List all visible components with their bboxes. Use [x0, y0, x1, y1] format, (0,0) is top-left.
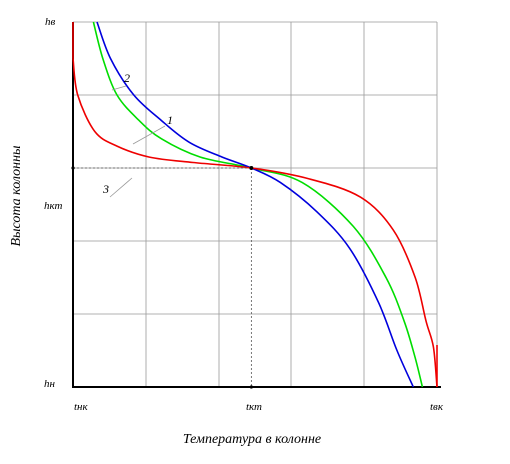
crossing-point: [249, 166, 254, 170]
curve-2-leader: [111, 85, 127, 91]
tkt-axis-dot: [249, 385, 253, 389]
y-tick-bottom: hн: [44, 378, 56, 390]
x-tick-middle: tкт: [246, 401, 262, 413]
y-axis-label: Высота колонны: [9, 146, 24, 247]
curve-1-leader: [132, 125, 166, 145]
x-axis-label: Температура в колонне: [183, 432, 321, 447]
curve-2: [96, 21, 415, 388]
hkt-axis-dot: [71, 166, 75, 170]
curve-label-1: 1: [167, 113, 173, 127]
y-tick-middle: hкт: [44, 200, 63, 212]
curve-label-3: 3: [102, 182, 109, 196]
x-tick-right: tвк: [430, 401, 444, 413]
y-tick-top: hв: [45, 16, 56, 28]
curve-label-2: 2: [124, 71, 130, 85]
curve-1: [92, 21, 424, 388]
x-tick-left: tнк: [74, 401, 89, 413]
plot-axes: [72, 22, 441, 388]
curve-3: [72, 58, 438, 388]
reference-markers: [71, 166, 254, 389]
curve-3-leader: [109, 177, 133, 198]
